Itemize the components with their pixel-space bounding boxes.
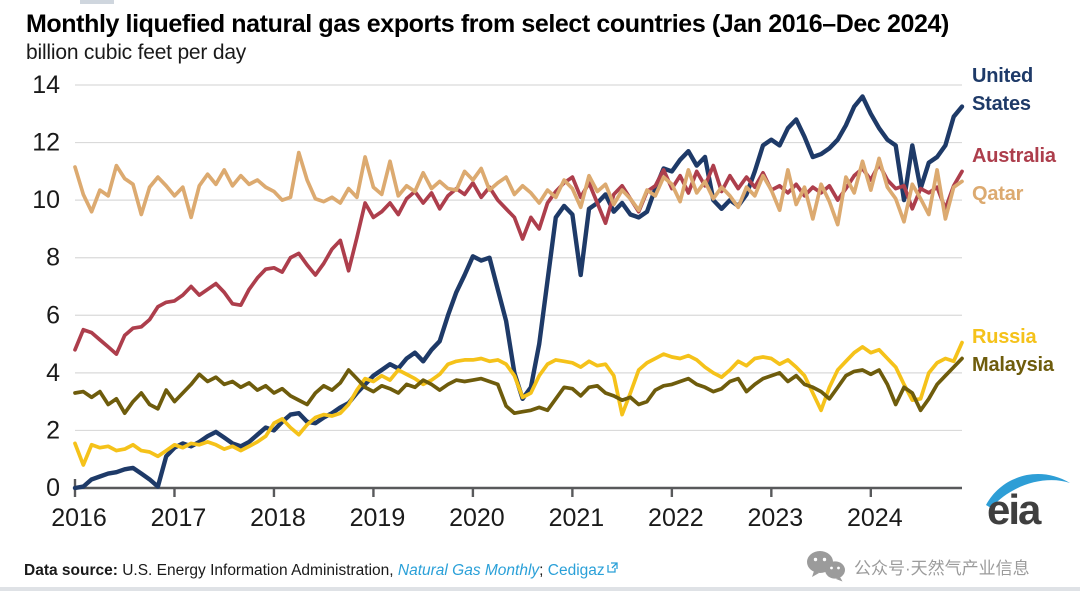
x-tick-label-2022: 2022 — [648, 504, 704, 532]
data-source-label: Data source: — [24, 562, 118, 579]
legend-united-states: United States — [972, 65, 1034, 115]
data-source-text: U.S. Energy Information Administration, — [117, 562, 398, 579]
x-tick-label-2017: 2017 — [151, 504, 207, 532]
y-tick-label-10: 10 — [32, 186, 60, 214]
x-tick-label-2018: 2018 — [250, 504, 306, 532]
eia-logo-swoosh — [986, 474, 1070, 508]
data-source-line: Data source: U.S. Energy Information Adm… — [24, 562, 618, 580]
wechat-icon — [807, 551, 845, 582]
y-tick-label-6: 6 — [46, 301, 60, 329]
data-source-separator: ; — [539, 562, 548, 579]
natural-gas-monthly-link[interactable]: Natural Gas Monthly — [397, 562, 540, 579]
lng-exports-line-chart: 0 2 4 6 8 10 12 14 2016 2017 2018 2019 2020 2021 2022 2… — [32, 71, 965, 532]
chart-title: Monthly liquefied natural gas exports fr… — [26, 10, 949, 38]
eia-logo-text: eia — [987, 486, 1042, 530]
series-line-russia — [73, 340, 964, 467]
x-tick-label-2023: 2023 — [748, 504, 804, 532]
y-tick-label-4: 4 — [46, 359, 60, 387]
external-link-icon — [607, 562, 618, 573]
y-tick-label-0: 0 — [46, 474, 60, 502]
y-tick-label-14: 14 — [32, 71, 60, 99]
top-edge-artifact — [80, 0, 114, 4]
chart-area: 0 2 4 6 8 10 12 14 2016 2017 2018 2019 2020 2021 2022 2… — [0, 58, 980, 536]
x-tick-label-2024: 2024 — [847, 504, 903, 532]
series-line-australia — [73, 162, 964, 356]
legend-qatar: Qatar — [972, 183, 1024, 205]
y-tick-label-8: 8 — [46, 244, 60, 272]
y-tick-label-12: 12 — [32, 129, 60, 157]
series-line-united-states — [72, 94, 965, 491]
chart-unit-subtitle: billion cubic feet per day — [26, 41, 247, 64]
x-tick-label-2019: 2019 — [350, 504, 406, 532]
x-tick-label-2016: 2016 — [51, 504, 107, 532]
x-tick-label-2020: 2020 — [449, 504, 505, 532]
series-line-qatar — [73, 150, 964, 227]
legend-malaysia: Malaysia — [972, 354, 1054, 376]
series-line-malaysia — [73, 356, 964, 416]
wechat-watermark: 公众号·天然气产业信息 — [806, 550, 1030, 582]
bottom-edge-artifact — [0, 587, 1080, 591]
cedigaz-link[interactable]: Cedigaz — [547, 562, 605, 579]
legend-australia: Australia — [972, 145, 1056, 167]
y-tick-label-2: 2 — [46, 416, 60, 444]
watermark-text: 公众号·天然气产业信息 — [854, 558, 1030, 578]
x-tick-label-2021: 2021 — [549, 504, 605, 532]
legend-russia: Russia — [972, 326, 1037, 348]
eia-logo: eia — [986, 474, 1070, 530]
